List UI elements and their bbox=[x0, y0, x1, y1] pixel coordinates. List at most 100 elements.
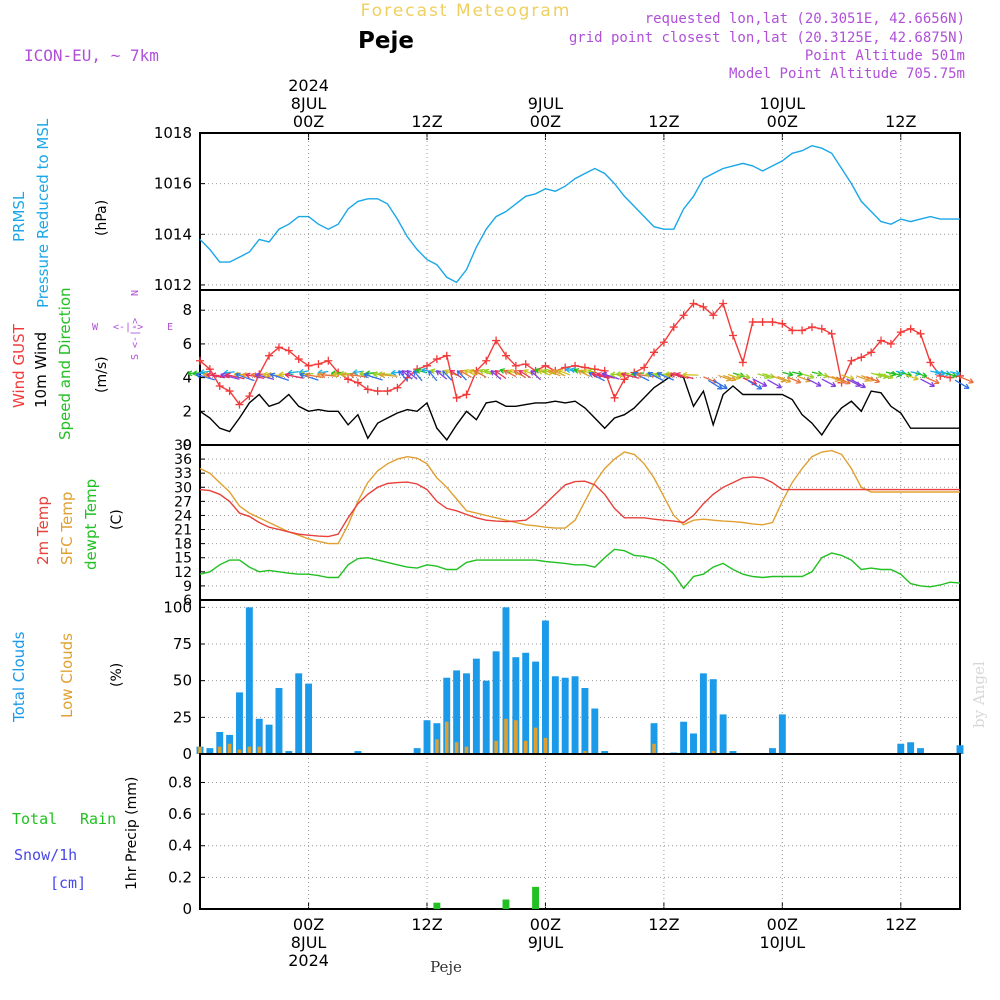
wind-arrow-head bbox=[963, 383, 970, 390]
wind-arrow bbox=[717, 374, 732, 381]
wind-arrow-head bbox=[632, 371, 639, 378]
wind-arrow bbox=[801, 373, 815, 379]
gust-point bbox=[709, 311, 718, 320]
wind-arrow-head bbox=[954, 370, 961, 376]
wind-arrow bbox=[503, 369, 517, 378]
gust-point bbox=[689, 299, 698, 308]
series-sfc-temp bbox=[199, 449, 960, 545]
gust-point bbox=[926, 358, 935, 367]
wind-arrow bbox=[836, 376, 851, 385]
requested-coords: requested lon,lat (20.3051E, 42.6656N) bbox=[645, 11, 965, 27]
bottom-time-label: 00Z bbox=[293, 915, 324, 934]
wind-arrow-head bbox=[534, 367, 540, 374]
cloud-left-labels: Total Clouds Low Clouds (%) bbox=[10, 631, 125, 723]
wind-arrow bbox=[935, 370, 946, 375]
cloud-unit: (%) bbox=[109, 663, 125, 687]
wind-arrow bbox=[428, 370, 438, 382]
wind-arrow-head bbox=[349, 372, 355, 379]
wind-arrow bbox=[777, 375, 791, 383]
wind-arrow-head bbox=[235, 372, 241, 379]
top-time-label: 8JUL bbox=[291, 94, 327, 113]
total-cloud-bar bbox=[571, 676, 579, 754]
ytick-label: 21 bbox=[174, 523, 192, 539]
ytick-label: 6 bbox=[183, 593, 192, 609]
top-time-label: 9JUL bbox=[528, 94, 564, 113]
gust-point bbox=[916, 329, 925, 338]
wind-arrow-head bbox=[588, 371, 595, 378]
compass-v-arrow: <-|-> bbox=[130, 318, 141, 348]
wind-arrow bbox=[712, 379, 728, 390]
gust-point bbox=[867, 348, 876, 357]
wind-arrow bbox=[670, 373, 689, 379]
total-cloud-bar bbox=[729, 751, 737, 754]
total-cloud-bar bbox=[206, 748, 214, 754]
wind-arrow-head bbox=[444, 369, 450, 375]
ytick-label: 0.2 bbox=[168, 868, 192, 886]
ytick-label: 0.4 bbox=[168, 837, 192, 855]
wind-arrow-head bbox=[363, 372, 369, 379]
total-cloud-bar bbox=[305, 683, 313, 754]
forecast-title: Forecast Meteogram bbox=[361, 1, 572, 21]
ytick-label: 0 bbox=[182, 436, 192, 454]
compass-n: N bbox=[130, 290, 141, 296]
pressure-unit: (hPa) bbox=[94, 200, 110, 236]
wind-arrow-head bbox=[569, 367, 576, 374]
bottom-time-label: 12Z bbox=[885, 915, 916, 934]
gust-point bbox=[294, 355, 303, 364]
wind-arrow bbox=[225, 373, 245, 380]
wind-arrow bbox=[601, 372, 620, 380]
gust-point bbox=[659, 338, 668, 347]
pressure-label-2: Pressure Reduced to MSL bbox=[34, 118, 52, 308]
wind-arrow bbox=[523, 369, 536, 376]
total-cloud-bar bbox=[265, 724, 273, 754]
wind-arrow bbox=[245, 373, 265, 379]
wind-arrow-head bbox=[618, 371, 624, 378]
gust-point bbox=[650, 348, 659, 357]
wind-arrow bbox=[352, 370, 363, 374]
total-cloud-bar bbox=[551, 676, 559, 754]
gust-point bbox=[393, 383, 402, 392]
temp2m-label: 2m Temp bbox=[34, 496, 52, 565]
wind-arrow-head bbox=[262, 371, 268, 378]
panel-frame bbox=[199, 289, 961, 446]
wind-arrow-head bbox=[830, 381, 837, 388]
wind-arrow-head bbox=[787, 371, 794, 377]
temp-left-labels: 2m Temp SFC Temp dewpt Temp (C) bbox=[34, 479, 125, 570]
wind-arrow bbox=[435, 370, 448, 380]
total-cloud-bar bbox=[542, 620, 549, 754]
compass-rose: W E N S <-|-> <-|-> bbox=[92, 290, 173, 360]
wind-unit: (m/s) bbox=[94, 356, 110, 393]
series-10m-wind bbox=[199, 373, 960, 442]
gust-point bbox=[669, 323, 678, 332]
total-cloud-bar bbox=[709, 679, 717, 754]
rain-bar bbox=[433, 902, 441, 909]
bottom-time-label: 9JUL bbox=[528, 933, 564, 952]
low-cloud-bar bbox=[711, 751, 716, 754]
wind-arrow-head bbox=[508, 369, 514, 375]
low-cloud-bar bbox=[504, 718, 508, 754]
rain-bar bbox=[502, 899, 510, 909]
wind-arrow bbox=[596, 373, 615, 379]
wind-arrow bbox=[557, 369, 571, 376]
wind-arrow-head bbox=[582, 369, 588, 375]
wind-arrow-head bbox=[415, 368, 422, 374]
ytick-label: 27 bbox=[174, 494, 192, 510]
footer-location: Peje bbox=[430, 958, 462, 976]
gust-point bbox=[423, 361, 432, 370]
gust-point bbox=[373, 387, 382, 396]
wind-arrow bbox=[851, 379, 866, 389]
ytick-label: 25 bbox=[173, 708, 192, 726]
precip-unit: 1hr Precip (mm) bbox=[124, 777, 140, 890]
wind-arrow-head bbox=[717, 384, 723, 390]
series-wind-gust bbox=[199, 302, 961, 406]
wind-arrow bbox=[363, 373, 383, 381]
panel-1: 0 2 4 6 8 bbox=[182, 289, 974, 454]
low-cloud-bar bbox=[543, 737, 548, 754]
gust-point bbox=[304, 361, 313, 370]
bottom-time-label: 8JUL bbox=[291, 933, 327, 952]
wind-arrow bbox=[449, 370, 462, 379]
panel-frame bbox=[199, 444, 961, 601]
wind-arrow-head bbox=[195, 372, 202, 379]
gust-point bbox=[482, 356, 491, 365]
